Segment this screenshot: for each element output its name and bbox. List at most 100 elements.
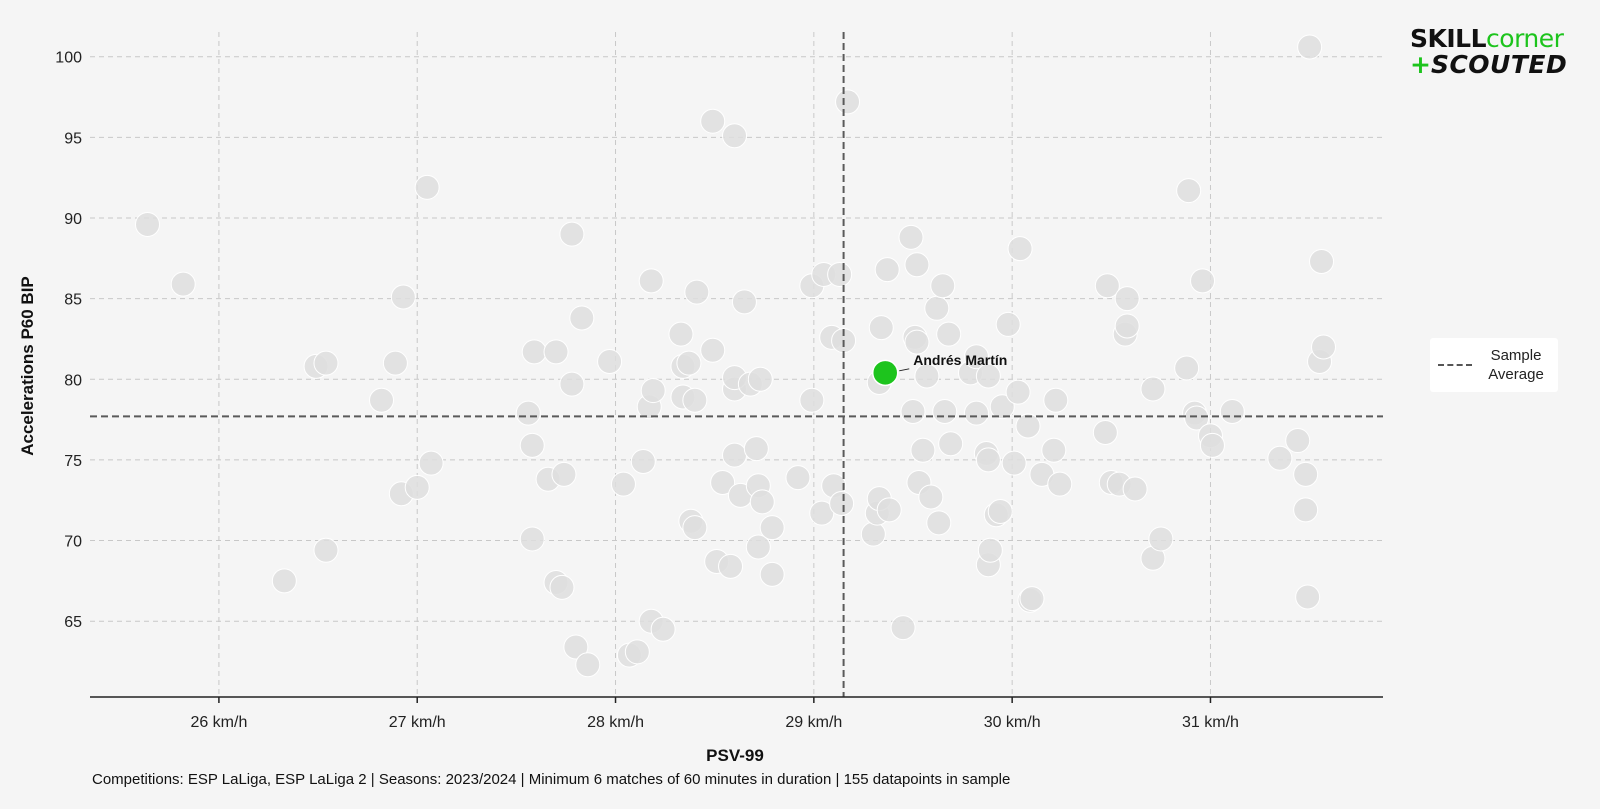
data-point (722, 442, 748, 468)
data-point (868, 315, 894, 341)
data-point (745, 534, 771, 560)
data-point (549, 574, 575, 600)
x-tick-label: 27 km/h (389, 714, 446, 731)
data-point (910, 437, 936, 463)
data-point (1043, 387, 1069, 413)
data-point (918, 484, 944, 510)
legend-label-line2: Average (1488, 366, 1544, 383)
data-point (710, 469, 736, 495)
data-point (1311, 334, 1337, 360)
y-axis-label: Accelerations P60 BIP (18, 276, 37, 456)
data-point (684, 279, 710, 305)
data-point (1293, 497, 1319, 523)
data-point (1174, 355, 1200, 381)
logo-corner-text: corner (1486, 24, 1564, 53)
y-tick-label: 85 (64, 292, 82, 309)
data-point (610, 471, 636, 497)
data-point (390, 284, 416, 310)
y-tick-label: 70 (64, 534, 82, 551)
data-point (676, 350, 702, 376)
legend-dashed-line-swatch (1438, 364, 1472, 366)
data-point (597, 349, 623, 375)
data-point (640, 378, 666, 404)
x-tick-label: 29 km/h (785, 714, 842, 731)
logo-plus-text: + (1410, 50, 1431, 79)
data-point (668, 321, 694, 347)
data-points (135, 34, 1337, 678)
data-point (1041, 437, 1067, 463)
data-point (1094, 273, 1120, 299)
data-point (989, 394, 1015, 420)
data-point (1092, 419, 1118, 445)
data-point (559, 371, 585, 397)
data-point (827, 261, 853, 287)
data-point (722, 123, 748, 149)
x-tick-label: 31 km/h (1182, 714, 1239, 731)
data-point (1293, 461, 1319, 487)
data-point (898, 224, 924, 250)
data-point (559, 221, 585, 247)
data-point (747, 366, 773, 392)
data-point (700, 337, 726, 363)
y-tick-label: 90 (64, 211, 82, 228)
data-point (900, 399, 926, 425)
data-point (914, 363, 940, 389)
data-point (521, 339, 547, 365)
data-point (904, 329, 930, 355)
data-point (569, 305, 595, 331)
x-tick-label: 26 km/h (190, 714, 247, 731)
data-point (1176, 178, 1202, 204)
y-tick-label: 80 (64, 372, 82, 389)
data-point (682, 387, 708, 413)
data-point (700, 108, 726, 134)
data-point (785, 465, 811, 491)
grid (90, 32, 1383, 697)
data-point (1122, 476, 1148, 502)
legend: Sample Average (1430, 338, 1558, 392)
data-point (963, 400, 989, 426)
data-point (271, 568, 297, 594)
highlight-point (871, 359, 899, 387)
data-point (926, 510, 952, 536)
data-point (749, 489, 775, 515)
data-point (759, 561, 785, 587)
data-point (638, 268, 664, 294)
x-axis-label: PSV-99 (706, 746, 764, 765)
data-point (743, 436, 769, 462)
data-point (874, 257, 900, 283)
data-point (624, 639, 650, 665)
data-point (1047, 471, 1073, 497)
data-point (313, 537, 339, 563)
data-point (1005, 379, 1031, 405)
data-point (519, 526, 545, 552)
data-point (731, 289, 757, 315)
data-point (519, 432, 545, 458)
data-point (404, 474, 430, 500)
footnote-caption: Competitions: ESP LaLiga, ESP LaLiga 2 |… (92, 771, 1011, 788)
logo-scouted-text: SCOUTED (1430, 50, 1568, 79)
data-point (936, 321, 962, 347)
data-point (414, 174, 440, 200)
data-point (930, 273, 956, 299)
data-point (418, 450, 444, 476)
data-point (1309, 249, 1335, 275)
data-point (1190, 268, 1216, 294)
data-point (975, 363, 1001, 389)
data-point (924, 295, 950, 321)
data-point (876, 497, 902, 523)
axes: 26 km/h 27 km/h 28 km/h 29 km/h 30 km/h 31 km… (55, 50, 1383, 731)
highlight-label-connector (899, 368, 910, 372)
data-point (1148, 526, 1174, 552)
data-point (170, 271, 196, 297)
logo-skill-text: SKILL (1410, 24, 1487, 53)
data-point (1184, 405, 1210, 431)
y-tick-label: 95 (64, 130, 82, 147)
reference-lines (90, 32, 1383, 697)
data-point (860, 521, 886, 547)
data-point (932, 399, 958, 425)
data-point (938, 431, 964, 457)
x-tick-label: 30 km/h (984, 714, 1041, 731)
data-point (1285, 428, 1311, 454)
highlight-label: Andrés Martín (913, 352, 1007, 368)
data-point (718, 553, 744, 579)
